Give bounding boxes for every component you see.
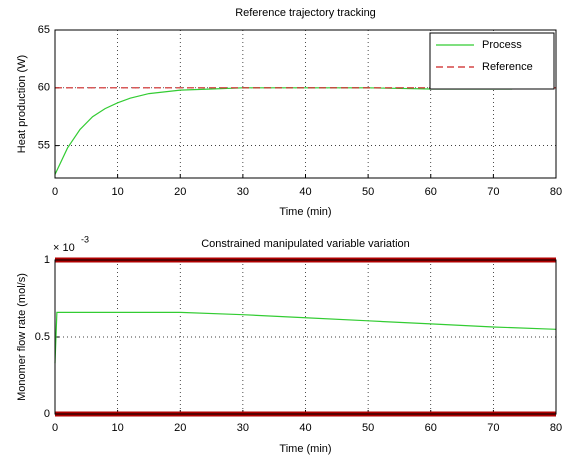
x-tick-label: 30 [237, 186, 249, 198]
y-tick-label: 0.5 [35, 331, 50, 343]
legend-box [429, 32, 555, 90]
chart-title: Reference trajectory tracking [235, 7, 376, 19]
x-tick-label: 0 [52, 422, 58, 434]
axes-box [54, 29, 557, 179]
y-tick-label: 0 [44, 408, 50, 420]
legend-label: Process [482, 39, 522, 51]
x-tick-label: 20 [174, 422, 186, 434]
axes-box [54, 259, 557, 415]
x-tick-label: 0 [52, 186, 58, 198]
y-multiplier-exponent: -3 [81, 234, 89, 244]
x-tick-label: 80 [550, 186, 562, 198]
x-tick-label: 50 [362, 422, 374, 434]
legend-label: Reference [482, 61, 533, 73]
x-axis-label: Time (min) [279, 443, 331, 455]
x-tick-label: 60 [425, 422, 437, 434]
x-tick-label: 40 [299, 186, 311, 198]
y-tick-label: 65 [38, 24, 50, 36]
y-tick-label: 60 [38, 82, 50, 94]
y-axis-label: Monomer flow rate (mol/s) [16, 273, 28, 401]
y-multiplier: × 10 [53, 242, 75, 254]
series-line [54, 311, 557, 364]
x-tick-label: 70 [487, 186, 499, 198]
x-tick-label: 80 [550, 422, 562, 434]
x-tick-label: 70 [487, 422, 499, 434]
y-axis-label: Heat production (W) [16, 55, 28, 153]
x-tick-label: 10 [112, 186, 124, 198]
x-tick-label: 60 [425, 186, 437, 198]
x-tick-label: 40 [299, 422, 311, 434]
chart-title: Constrained manipulated variable variati… [201, 238, 410, 250]
y-tick-label: 1 [44, 254, 50, 266]
x-axis-label: Time (min) [279, 206, 331, 218]
x-tick-label: 30 [237, 422, 249, 434]
x-tick-label: 50 [362, 186, 374, 198]
x-tick-label: 10 [112, 422, 124, 434]
y-tick-label: 55 [38, 140, 50, 152]
x-tick-label: 20 [174, 186, 186, 198]
